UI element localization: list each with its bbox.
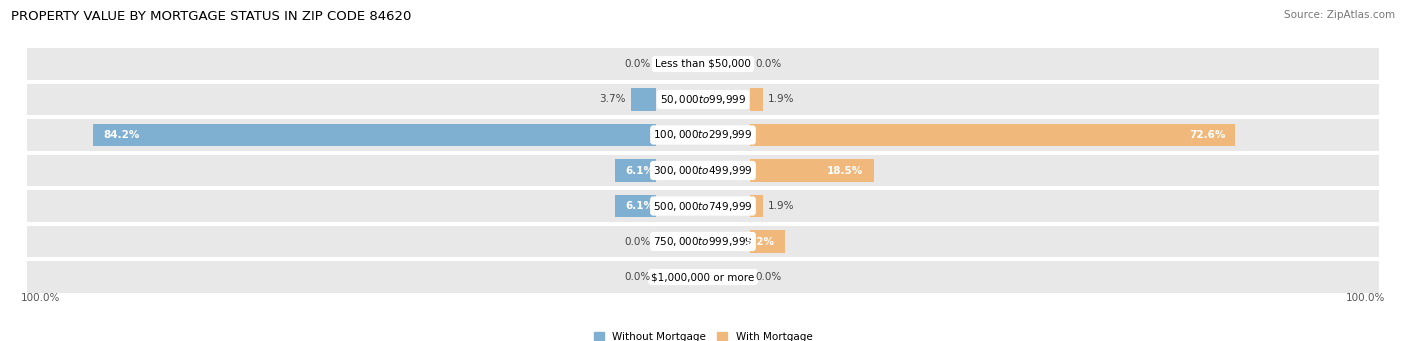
Text: 6.1%: 6.1% [626, 165, 654, 176]
Text: $500,000 to $749,999: $500,000 to $749,999 [654, 199, 752, 212]
Text: 84.2%: 84.2% [103, 130, 139, 140]
Bar [749, 124, 1236, 146]
Bar [749, 89, 762, 110]
Text: 0.0%: 0.0% [624, 237, 651, 247]
Text: Less than $50,000: Less than $50,000 [655, 59, 751, 69]
Bar [28, 48, 1378, 79]
Text: 72.6%: 72.6% [1189, 130, 1226, 140]
Bar [93, 124, 657, 146]
Bar [28, 226, 1378, 257]
Text: 0.0%: 0.0% [755, 59, 782, 69]
Bar [749, 160, 873, 181]
Bar [631, 89, 657, 110]
Text: Source: ZipAtlas.com: Source: ZipAtlas.com [1284, 10, 1395, 20]
Text: $300,000 to $499,999: $300,000 to $499,999 [654, 164, 752, 177]
Text: 0.0%: 0.0% [624, 272, 651, 282]
Text: 18.5%: 18.5% [827, 165, 863, 176]
Bar [616, 195, 657, 217]
Text: 100.0%: 100.0% [1346, 293, 1385, 303]
Text: PROPERTY VALUE BY MORTGAGE STATUS IN ZIP CODE 84620: PROPERTY VALUE BY MORTGAGE STATUS IN ZIP… [11, 10, 412, 23]
Bar [28, 155, 1378, 186]
Text: 5.2%: 5.2% [745, 237, 775, 247]
Text: 1.9%: 1.9% [768, 94, 794, 104]
Legend: Without Mortgage, With Mortgage: Without Mortgage, With Mortgage [593, 331, 813, 341]
Bar [28, 190, 1378, 222]
Text: $100,000 to $299,999: $100,000 to $299,999 [654, 129, 752, 142]
Bar [749, 195, 762, 217]
Bar [28, 262, 1378, 293]
Text: 0.0%: 0.0% [624, 59, 651, 69]
Text: 1.9%: 1.9% [768, 201, 794, 211]
Bar [28, 119, 1378, 151]
Text: $750,000 to $999,999: $750,000 to $999,999 [654, 235, 752, 248]
Bar [749, 231, 785, 252]
Text: $50,000 to $99,999: $50,000 to $99,999 [659, 93, 747, 106]
Text: 6.1%: 6.1% [626, 201, 654, 211]
Text: $1,000,000 or more: $1,000,000 or more [651, 272, 755, 282]
Text: 3.7%: 3.7% [599, 94, 626, 104]
Text: 100.0%: 100.0% [21, 293, 60, 303]
Bar [28, 84, 1378, 115]
Text: 0.0%: 0.0% [755, 272, 782, 282]
Bar [616, 160, 657, 181]
